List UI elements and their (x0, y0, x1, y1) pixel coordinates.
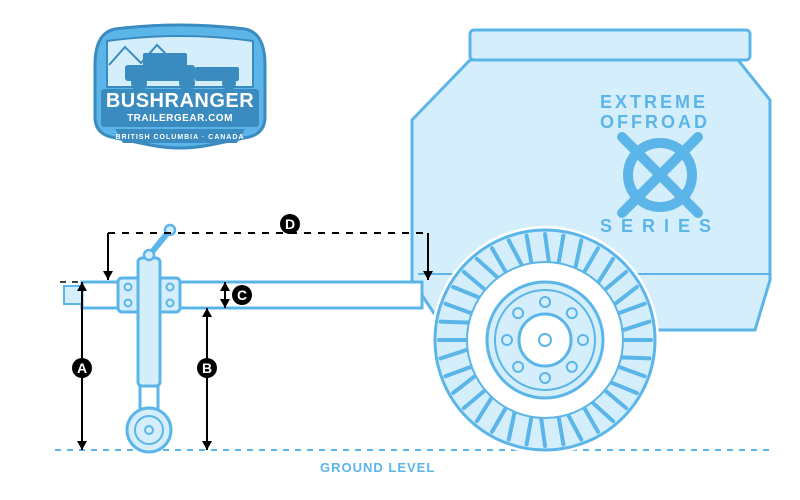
ground-level-label: GROUND LEVEL (320, 460, 435, 475)
svg-text:BUSHRANGER: BUSHRANGER (106, 90, 254, 112)
svg-text:OFFROAD: OFFROAD (600, 112, 710, 132)
dim-label-d: D (280, 214, 300, 234)
svg-text:TRAILERGEAR.COM: TRAILERGEAR.COM (127, 113, 233, 124)
svg-text:EXTREME: EXTREME (600, 92, 708, 112)
dim-label-b: B (197, 358, 217, 378)
dim-label-c: C (232, 285, 252, 305)
brand-logo: BUSHRANGERTRAILERGEAR.COM BRITISH COLUMBI… (95, 25, 265, 148)
svg-text:SERIES: SERIES (600, 216, 720, 236)
dim-label-a: A (72, 358, 92, 378)
svg-text:BRITISH COLUMBIA · CANADA: BRITISH COLUMBIA · CANADA (116, 134, 245, 141)
